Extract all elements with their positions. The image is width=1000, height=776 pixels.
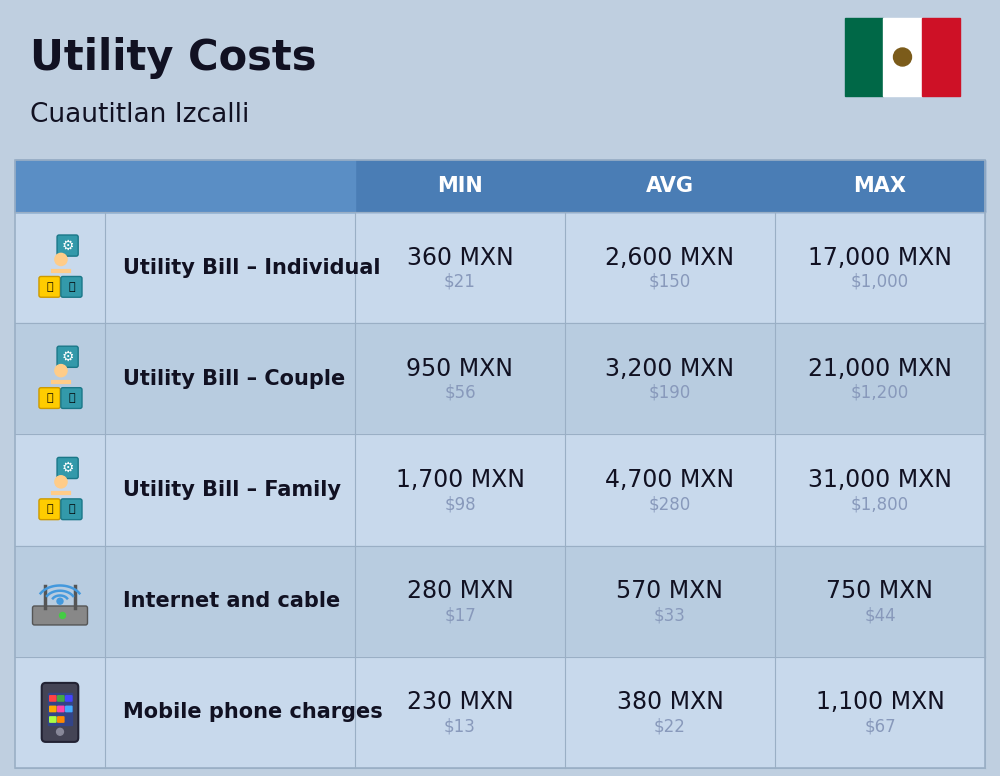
FancyBboxPatch shape [42, 683, 78, 742]
Text: ⚙: ⚙ [61, 350, 74, 364]
Text: 380 MXN: 380 MXN [617, 691, 723, 715]
Bar [15, 160, 355, 212]
Text: $13: $13 [444, 717, 476, 736]
Text: 2,600 MXN: 2,600 MXN [605, 245, 735, 269]
Text: Internet and cable: Internet and cable [123, 591, 340, 611]
Bar [15, 435, 985, 546]
Text: MAX: MAX [854, 176, 906, 196]
Text: $56: $56 [444, 384, 476, 402]
Text: 1,700 MXN: 1,700 MXN [396, 468, 524, 492]
Text: ⚙: ⚙ [61, 461, 74, 475]
FancyBboxPatch shape [49, 705, 57, 712]
Text: $67: $67 [864, 717, 896, 736]
Text: 230 MXN: 230 MXN [407, 691, 513, 715]
Circle shape [55, 365, 67, 376]
Text: 🔌: 🔌 [46, 282, 53, 292]
Text: $98: $98 [444, 495, 476, 513]
FancyBboxPatch shape [61, 499, 82, 520]
Bar [15, 160, 985, 212]
Text: 🔌: 🔌 [46, 504, 53, 514]
Text: $1,200: $1,200 [851, 384, 909, 402]
FancyBboxPatch shape [39, 499, 60, 520]
Text: 17,000 MXN: 17,000 MXN [808, 245, 952, 269]
Text: 950 MXN: 950 MXN [406, 357, 514, 381]
Circle shape [60, 612, 66, 618]
Bar [922, 18, 960, 96]
Text: 570 MXN: 570 MXN [616, 579, 724, 603]
FancyBboxPatch shape [57, 705, 65, 712]
Circle shape [55, 476, 67, 488]
Circle shape [894, 48, 912, 66]
Text: ⚙: ⚙ [61, 238, 74, 252]
Text: 750 MXN: 750 MXN [826, 579, 934, 603]
Text: $190: $190 [649, 384, 691, 402]
FancyBboxPatch shape [57, 457, 78, 479]
FancyBboxPatch shape [65, 705, 73, 712]
Text: $33: $33 [654, 606, 686, 624]
Text: $17: $17 [444, 606, 476, 624]
Text: 🚿: 🚿 [68, 282, 75, 292]
Text: 21,000 MXN: 21,000 MXN [808, 357, 952, 381]
FancyBboxPatch shape [61, 388, 82, 408]
Text: $280: $280 [649, 495, 691, 513]
FancyBboxPatch shape [39, 276, 60, 297]
Text: 4,700 MXN: 4,700 MXN [605, 468, 735, 492]
Bar [15, 656, 985, 768]
Text: Utility Bill – Family: Utility Bill – Family [123, 480, 341, 500]
Circle shape [55, 253, 67, 265]
FancyBboxPatch shape [57, 695, 65, 702]
Text: MIN: MIN [437, 176, 483, 196]
FancyBboxPatch shape [61, 276, 82, 297]
FancyBboxPatch shape [49, 716, 57, 723]
FancyBboxPatch shape [57, 346, 78, 367]
Bar [15, 546, 985, 656]
Bar [15, 323, 985, 435]
Text: 280 MXN: 280 MXN [407, 579, 513, 603]
Text: 🚿: 🚿 [68, 393, 75, 403]
FancyBboxPatch shape [65, 695, 73, 702]
FancyBboxPatch shape [49, 695, 57, 702]
Text: $150: $150 [649, 272, 691, 290]
Text: 🔌: 🔌 [46, 393, 53, 403]
Text: 360 MXN: 360 MXN [407, 245, 513, 269]
Bar [48, 693, 72, 725]
Text: $22: $22 [654, 717, 686, 736]
Text: $21: $21 [444, 272, 476, 290]
Circle shape [57, 598, 63, 605]
Circle shape [57, 729, 63, 735]
FancyBboxPatch shape [57, 235, 78, 256]
Text: Utility Bill – Couple: Utility Bill – Couple [123, 369, 345, 389]
Text: 1,100 MXN: 1,100 MXN [816, 691, 944, 715]
Text: $1,800: $1,800 [851, 495, 909, 513]
Text: Mobile phone charges: Mobile phone charges [123, 702, 383, 722]
Text: $1,000: $1,000 [851, 272, 909, 290]
Text: 3,200 MXN: 3,200 MXN [605, 357, 735, 381]
Text: 31,000 MXN: 31,000 MXN [808, 468, 952, 492]
Text: Cuautitlan Izcalli: Cuautitlan Izcalli [30, 102, 249, 128]
Bar [15, 160, 985, 768]
Bar [15, 212, 985, 323]
Text: 🚿: 🚿 [68, 504, 75, 514]
FancyBboxPatch shape [32, 606, 88, 625]
Text: AVG: AVG [646, 176, 694, 196]
Text: $44: $44 [864, 606, 896, 624]
Text: Utility Costs: Utility Costs [30, 37, 316, 79]
Bar [845, 18, 883, 96]
FancyBboxPatch shape [57, 716, 65, 723]
Bar [883, 18, 922, 96]
FancyBboxPatch shape [39, 388, 60, 408]
Text: Utility Bill – Individual: Utility Bill – Individual [123, 258, 380, 278]
